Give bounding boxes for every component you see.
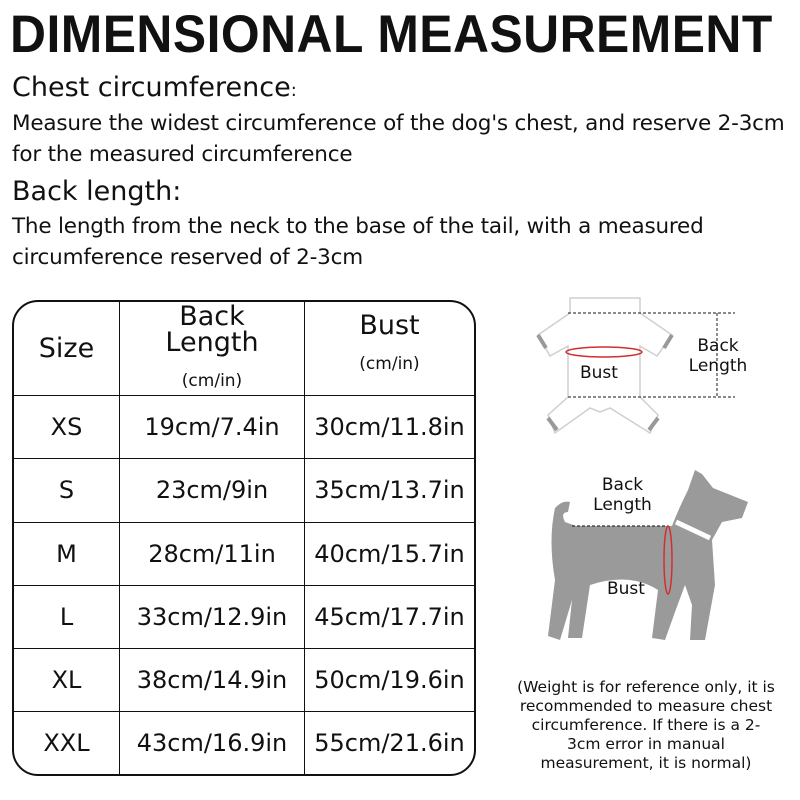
header-bust: Bust (cm/in) (304, 302, 474, 396)
size-cell: S (14, 458, 120, 523)
bust-cell: 55cm/21.6in (304, 711, 474, 774)
back-length-description: The length from the neck to the base of … (12, 214, 704, 270)
bust-cell: 40cm/15.7in (304, 521, 474, 586)
back-length-cell: 43cm/16.9in (119, 711, 305, 774)
table-row: L 33cm/12.9in 45cm/17.7in (14, 584, 474, 650)
size-cell: XL (14, 647, 120, 713)
page-title: DIMENSIONAL MEASUREMENT (10, 5, 773, 64)
back-length-measure-line (568, 312, 735, 398)
size-cell: M (14, 521, 120, 586)
back-length-cell: 38cm/14.9in (119, 647, 305, 713)
bust-cell: 35cm/13.7in (304, 458, 474, 523)
dog-silhouette (548, 470, 748, 640)
garment-bust-label: Bust (580, 363, 618, 383)
dog-diagram (548, 470, 748, 640)
back-length-cell: 28cm/11in (119, 521, 305, 586)
reference-note: (Weight is for reference only, it is rec… (517, 678, 775, 772)
header-back-length: Back Length (cm/in) (119, 302, 305, 396)
bust-measure-line (565, 346, 643, 358)
chest-heading: Chest circumference: (12, 72, 297, 103)
size-cell: L (14, 584, 120, 650)
bust-cell: 45cm/17.7in (304, 584, 474, 650)
size-table: Size Back Length (cm/in) Bust (cm/in) XS 19… (12, 300, 476, 776)
table-row: XXL 43cm/16.9in 55cm/21.6in (14, 711, 474, 774)
chest-heading-colon: : (290, 80, 297, 101)
chest-description: Measure the widest circumference of the … (12, 111, 785, 167)
back-length-heading: Back length: (12, 176, 182, 207)
back-length-cell: 19cm/7.4in (119, 394, 305, 460)
dog-collar (674, 519, 712, 541)
dog-bust-label: Bust (607, 579, 645, 599)
size-cell: XS (14, 394, 120, 460)
chest-heading-text: Chest circumference (12, 72, 291, 103)
garment-diagram (536, 297, 735, 435)
table-row: S 23cm/9in 35cm/13.7in (14, 458, 474, 523)
table-row: XS 19cm/7.4in 30cm/11.8in (14, 394, 474, 460)
back-length-cell: 33cm/12.9in (119, 584, 305, 650)
bust-cell: 30cm/11.8in (304, 394, 474, 460)
table-row: XL 38cm/14.9in 50cm/19.6in (14, 647, 474, 713)
size-cell: XXL (14, 711, 120, 774)
back-length-cell: 23cm/9in (119, 458, 305, 523)
table-header-row: Size Back Length (cm/in) Bust (cm/in) (14, 302, 474, 396)
bust-measure-line (663, 525, 673, 595)
dog-back-length-label: Back Length (593, 475, 652, 515)
header-size: Size (14, 302, 120, 396)
bust-cell: 50cm/19.6in (304, 647, 474, 713)
garment-back-length-label: Back Length (688, 336, 748, 376)
table-row: M 28cm/11in 40cm/15.7in (14, 521, 474, 586)
